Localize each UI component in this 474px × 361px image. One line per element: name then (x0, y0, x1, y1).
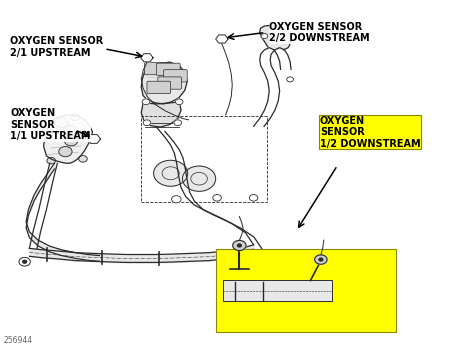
FancyBboxPatch shape (158, 77, 182, 89)
Circle shape (143, 120, 151, 126)
Circle shape (319, 258, 323, 261)
Polygon shape (44, 115, 92, 163)
Circle shape (280, 34, 287, 39)
Polygon shape (216, 35, 228, 43)
Polygon shape (141, 62, 187, 104)
Circle shape (23, 260, 27, 263)
Text: OXYGEN SENSOR
2/1 UPSTREAM: OXYGEN SENSOR 2/1 UPSTREAM (10, 36, 104, 58)
Polygon shape (141, 54, 153, 62)
Text: 256944: 256944 (4, 336, 33, 345)
Circle shape (19, 257, 30, 266)
Circle shape (71, 114, 79, 121)
Circle shape (79, 156, 87, 162)
Circle shape (47, 157, 55, 164)
Circle shape (154, 160, 188, 186)
Polygon shape (141, 102, 181, 127)
Circle shape (82, 133, 91, 140)
Circle shape (233, 240, 246, 251)
Circle shape (172, 196, 181, 203)
Bar (223, 280, 332, 301)
Circle shape (213, 195, 221, 201)
FancyBboxPatch shape (156, 63, 180, 75)
Polygon shape (87, 135, 100, 143)
Circle shape (315, 255, 327, 264)
Bar (216, 249, 396, 332)
Text: OXYGEN SENSOR
2/2 DOWNSTREAM: OXYGEN SENSOR 2/2 DOWNSTREAM (269, 22, 370, 43)
Circle shape (64, 126, 77, 136)
Circle shape (174, 120, 182, 126)
FancyBboxPatch shape (145, 62, 168, 75)
Circle shape (64, 136, 78, 146)
Circle shape (175, 99, 183, 105)
Circle shape (59, 147, 72, 157)
Circle shape (55, 118, 68, 128)
Polygon shape (260, 25, 292, 50)
FancyBboxPatch shape (164, 70, 187, 82)
Circle shape (237, 244, 241, 247)
Circle shape (142, 99, 150, 105)
Circle shape (287, 77, 293, 82)
Circle shape (261, 34, 268, 39)
Circle shape (249, 195, 258, 201)
Circle shape (182, 166, 216, 191)
Text: OXYGEN
SENSOR
1/1 UPSTREAM: OXYGEN SENSOR 1/1 UPSTREAM (10, 108, 91, 142)
FancyBboxPatch shape (147, 81, 171, 93)
Bar (141, 116, 267, 202)
Text: OXYGEN
SENSOR
1/2 DOWNSTREAM: OXYGEN SENSOR 1/2 DOWNSTREAM (320, 116, 420, 149)
